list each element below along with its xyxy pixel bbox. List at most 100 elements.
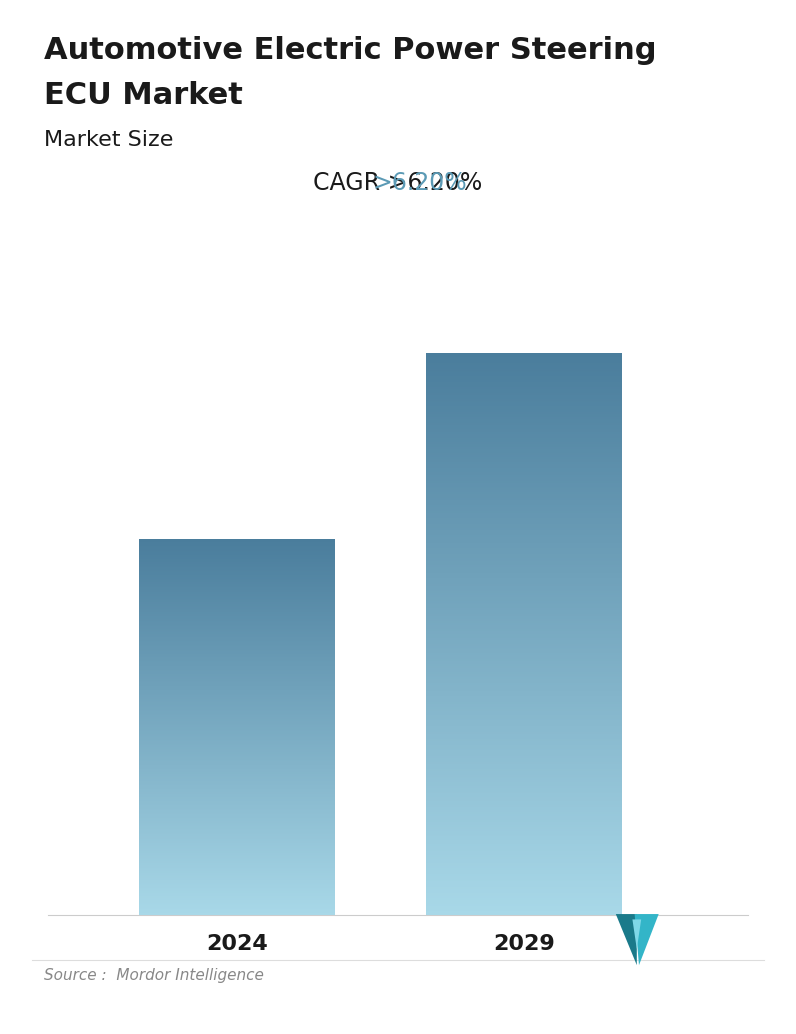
- Bar: [139, 871, 335, 873]
- Bar: [139, 604, 335, 606]
- Bar: [426, 535, 622, 537]
- Bar: [426, 421, 622, 423]
- Bar: [139, 762, 335, 764]
- Bar: [426, 851, 622, 853]
- Bar: [426, 580, 622, 582]
- Bar: [426, 856, 622, 859]
- Text: ECU Market: ECU Market: [44, 81, 243, 110]
- Bar: [139, 880, 335, 881]
- Bar: [426, 414, 622, 416]
- Bar: [139, 672, 335, 674]
- Text: 2029: 2029: [494, 934, 555, 953]
- Bar: [426, 874, 622, 876]
- Bar: [139, 714, 335, 717]
- Bar: [426, 402, 622, 404]
- Bar: [426, 551, 622, 554]
- Bar: [139, 870, 335, 872]
- Bar: [426, 520, 622, 522]
- Bar: [426, 804, 622, 807]
- Bar: [426, 354, 622, 356]
- Bar: [139, 810, 335, 812]
- Bar: [139, 820, 335, 821]
- Bar: [139, 769, 335, 771]
- Bar: [426, 772, 622, 774]
- Bar: [426, 687, 622, 689]
- Bar: [139, 577, 335, 579]
- Bar: [426, 368, 622, 370]
- Bar: [139, 722, 335, 724]
- Bar: [426, 639, 622, 642]
- Bar: [426, 484, 622, 487]
- Bar: [139, 657, 335, 659]
- Bar: [139, 821, 335, 822]
- Bar: [139, 615, 335, 617]
- Bar: [426, 557, 622, 559]
- Bar: [139, 674, 335, 676]
- Bar: [426, 830, 622, 832]
- Bar: [139, 643, 335, 645]
- Bar: [426, 548, 622, 550]
- Bar: [426, 456, 622, 458]
- Bar: [426, 619, 622, 621]
- Bar: [139, 830, 335, 832]
- Bar: [426, 443, 622, 446]
- Bar: [426, 652, 622, 655]
- Bar: [139, 650, 335, 652]
- Bar: [426, 846, 622, 848]
- Bar: [426, 782, 622, 784]
- Bar: [426, 731, 622, 733]
- Bar: [139, 840, 335, 842]
- Polygon shape: [616, 914, 637, 965]
- Bar: [139, 667, 335, 669]
- Bar: [139, 834, 335, 837]
- Bar: [139, 889, 335, 891]
- Bar: [139, 908, 335, 910]
- Bar: [139, 876, 335, 878]
- Bar: [139, 746, 335, 748]
- Bar: [426, 490, 622, 492]
- Bar: [426, 529, 622, 531]
- Bar: [426, 902, 622, 904]
- Bar: [139, 800, 335, 802]
- Bar: [139, 911, 335, 913]
- Bar: [139, 852, 335, 854]
- Bar: [426, 900, 622, 902]
- Bar: [139, 549, 335, 551]
- Bar: [139, 901, 335, 903]
- Bar: [426, 541, 622, 543]
- Bar: [426, 374, 622, 376]
- Bar: [426, 553, 622, 556]
- Bar: [139, 828, 335, 830]
- Bar: [139, 685, 335, 687]
- Bar: [139, 797, 335, 798]
- Bar: [139, 716, 335, 718]
- Bar: [139, 619, 335, 621]
- Bar: [426, 567, 622, 569]
- Bar: [139, 857, 335, 859]
- Bar: [426, 835, 622, 839]
- Bar: [426, 669, 622, 672]
- Bar: [426, 514, 622, 517]
- Bar: [139, 888, 335, 890]
- Bar: [426, 599, 622, 601]
- Bar: [139, 686, 335, 688]
- Bar: [426, 407, 622, 409]
- Bar: [139, 691, 335, 693]
- Bar: [139, 905, 335, 907]
- Bar: [139, 858, 335, 860]
- Bar: [426, 583, 622, 585]
- Bar: [426, 692, 622, 694]
- Bar: [139, 662, 335, 664]
- Bar: [426, 675, 622, 677]
- Bar: [426, 505, 622, 507]
- Bar: [426, 752, 622, 754]
- Bar: [139, 653, 335, 655]
- Bar: [426, 757, 622, 760]
- Bar: [139, 594, 335, 595]
- Bar: [426, 816, 622, 818]
- Bar: [426, 377, 622, 379]
- Bar: [139, 891, 335, 892]
- Bar: [139, 633, 335, 635]
- Bar: [426, 417, 622, 419]
- Bar: [139, 543, 335, 545]
